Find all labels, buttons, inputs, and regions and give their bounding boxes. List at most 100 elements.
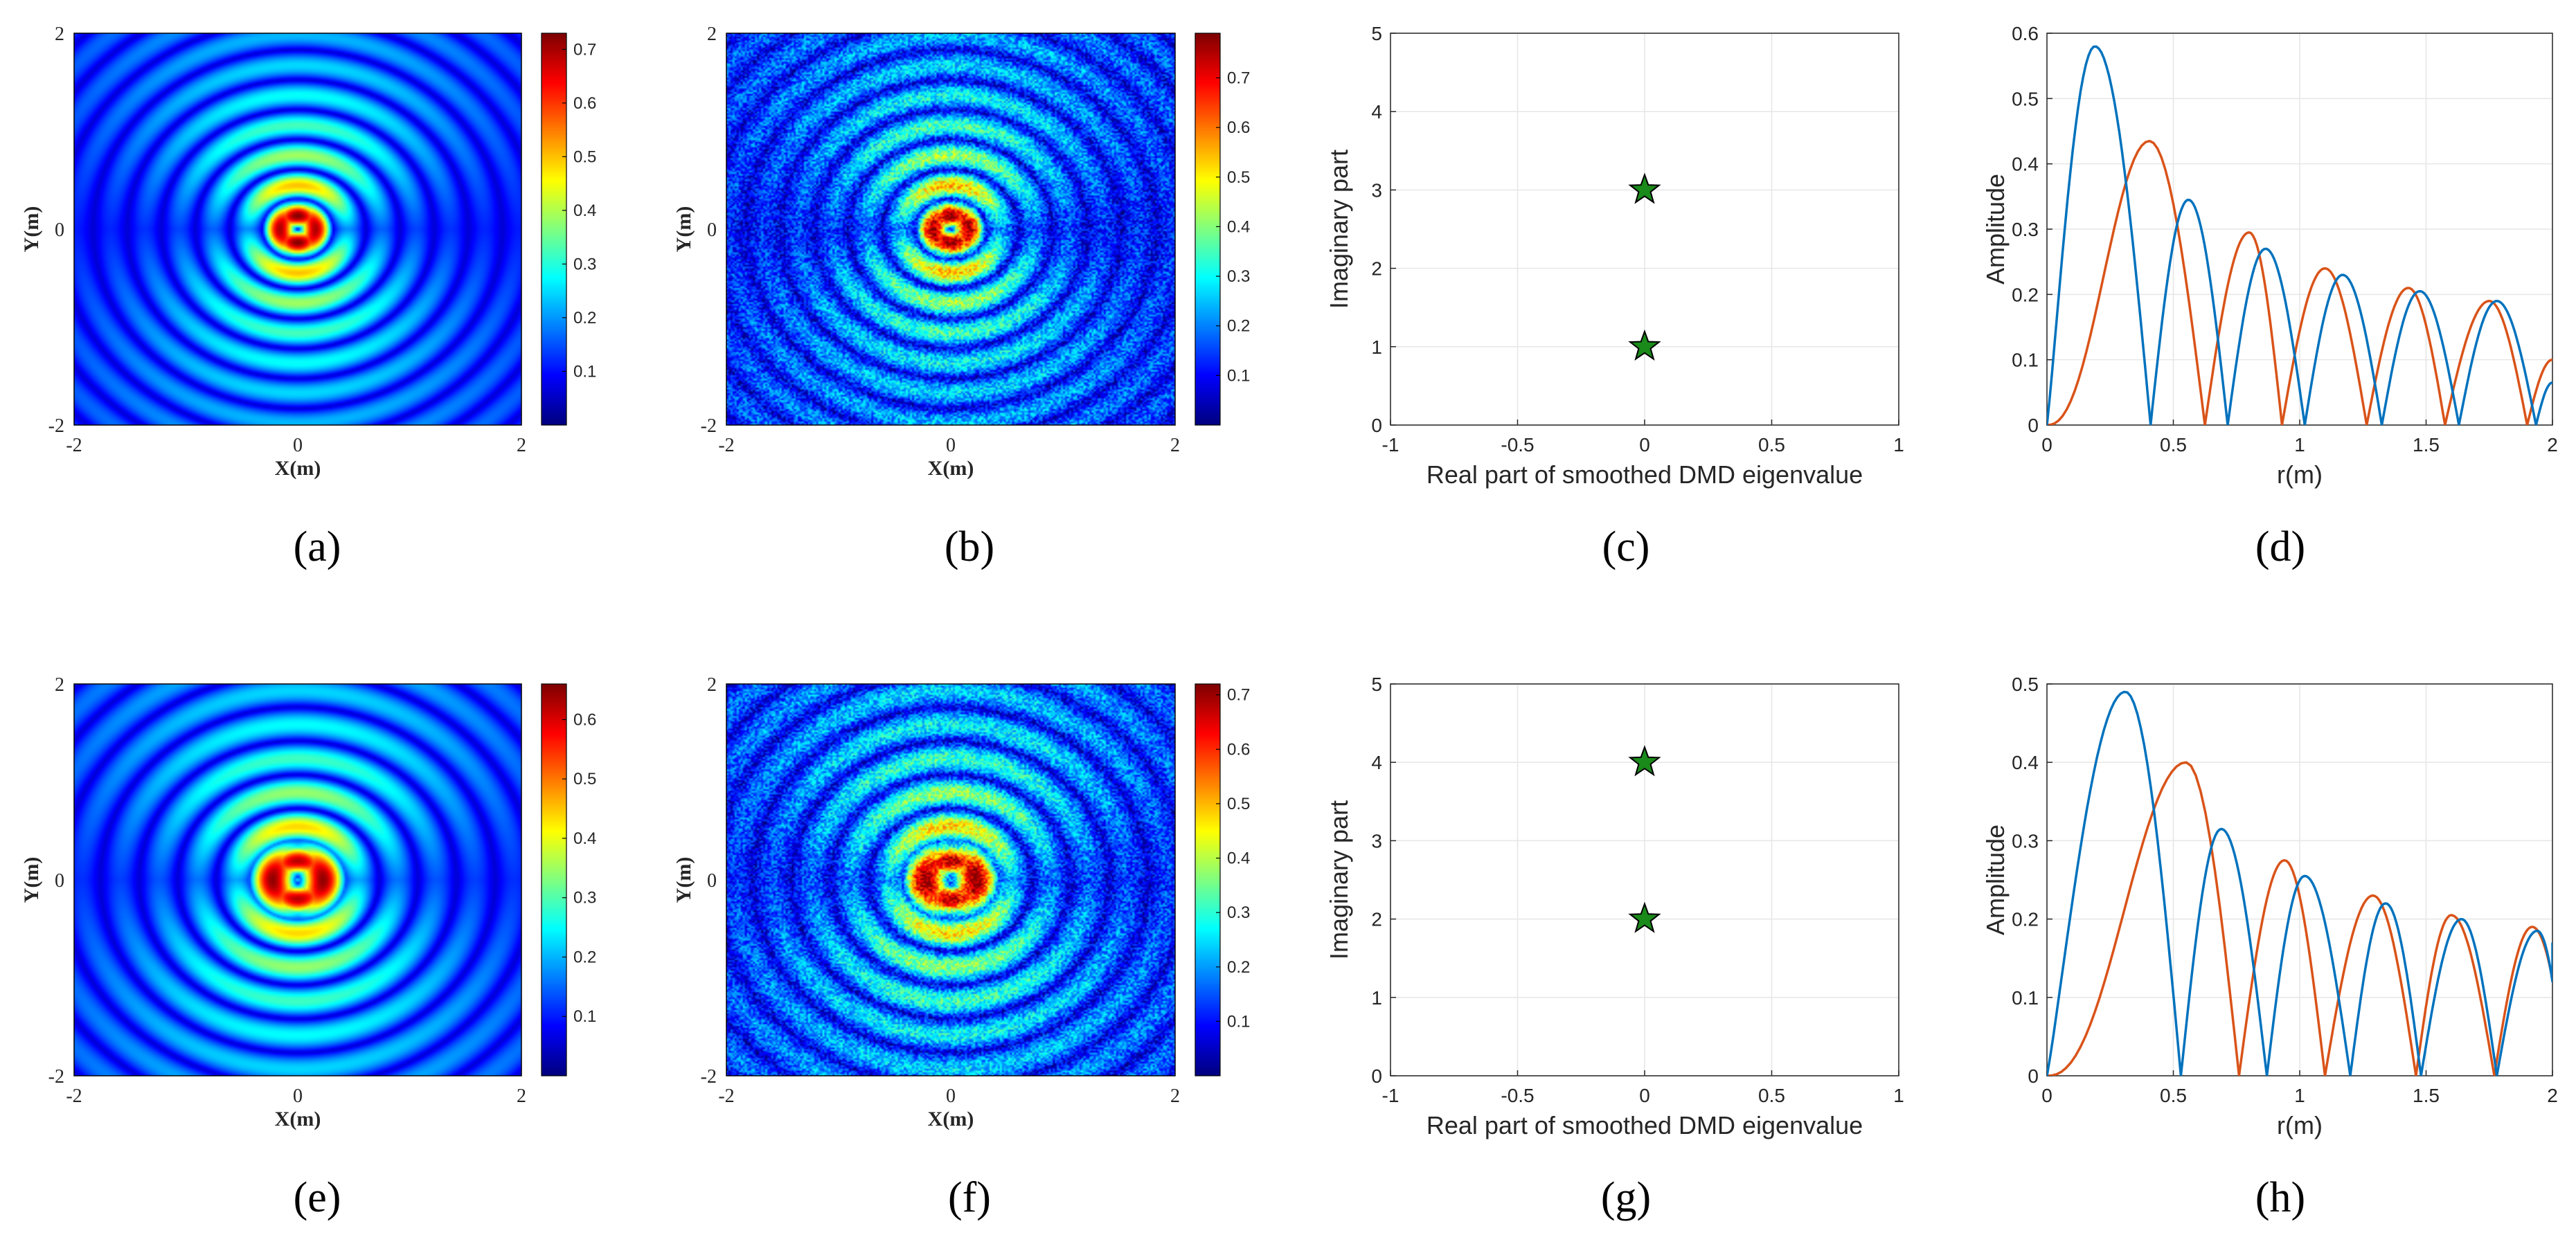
y-tick-label: 0.3 — [2012, 219, 2039, 240]
heatmap-frame — [73, 683, 522, 1076]
x-tick-label: 0.5 — [2160, 1085, 2187, 1106]
x-tick-label: 0 — [1639, 1085, 1650, 1106]
x-tick-label: 0 — [946, 435, 956, 456]
y-tick-label: 3 — [1371, 179, 1382, 201]
x-tick-label: 0.5 — [2160, 434, 2187, 456]
y-tick-label: 1 — [1371, 987, 1382, 1009]
colorbar-tick-label: 0.6 — [1227, 740, 1250, 759]
panel-caption: (g) — [1601, 1174, 1651, 1221]
y-tick-label: 0 — [55, 870, 64, 892]
y-tick-label: 0.5 — [2012, 674, 2039, 695]
y-tick-label: 2 — [55, 24, 64, 45]
y-tick-label: 0.1 — [2012, 987, 2039, 1009]
x-tick-label: 0 — [946, 1085, 956, 1107]
y-tick-label: 0.4 — [2012, 752, 2039, 773]
heatmap-image — [726, 33, 1175, 425]
colorbar-tick-label: 0.4 — [573, 201, 596, 220]
x-tick-label: 1 — [2294, 1085, 2305, 1106]
y-tick-label: 0.5 — [2012, 88, 2039, 109]
eigenvalue-star-marker — [1628, 745, 1661, 777]
y-tick-label: 2 — [55, 674, 64, 696]
eigenvalue-star-marker — [1628, 172, 1661, 204]
y-tick-label: 3 — [1371, 830, 1382, 851]
colorbar-tick-label: 0.3 — [573, 889, 596, 908]
eigenvalue-star-marker — [1628, 329, 1661, 361]
x-tick-label: -2 — [66, 435, 82, 456]
x-axis-label: r(m) — [2277, 460, 2323, 489]
heatmap-frame — [726, 683, 1176, 1076]
y-tick-label: 0 — [2028, 415, 2039, 436]
y-tick-label: 0.2 — [2012, 284, 2039, 305]
heatmap-frame — [726, 33, 1176, 426]
x-tick-label: -2 — [718, 435, 734, 456]
panel-caption: (c) — [1602, 523, 1650, 570]
y-tick-label: 0 — [2028, 1065, 2039, 1087]
x-tick-label: 0.5 — [1758, 1085, 1785, 1106]
x-tick-label: 2 — [1170, 435, 1180, 456]
colorbar-tick-label: 0.5 — [573, 147, 596, 166]
colorbar-tick-label: 0.6 — [573, 710, 596, 729]
x-axis-label: r(m) — [2277, 1111, 2323, 1139]
y-axis-label: Y(m) — [672, 206, 695, 253]
x-tick-label: 1.5 — [2413, 1085, 2440, 1106]
line-panel-d: 0 0.5 1 1.5 2 0 0.1 0.2 0.3 0.4 0.5 0.6 r(m) Amplitud… — [1981, 23, 2558, 489]
x-tick-label: -1 — [1382, 434, 1399, 456]
y-tick-label: 0.6 — [2012, 23, 2039, 44]
panel-caption: (h) — [2255, 1174, 2305, 1221]
x-tick-label: 1 — [2294, 434, 2305, 456]
y-tick-label: 0.2 — [2012, 909, 2039, 930]
scatter-panel-g: -1 -0.5 0 0.5 1 0 1 2 3 4 5 Real part of smoothed D… — [1325, 674, 1904, 1139]
colorbar-tick-label: 0.1 — [573, 362, 596, 381]
heatmap-panel-b: -2 0 2 -2 0 2 X(m) Y(m) 0.1 0.2 0.3 0.4 0.5 0.6 0.7 — [672, 24, 1250, 480]
colorbar-frame — [1195, 33, 1221, 426]
y-axis-label: Y(m) — [20, 206, 43, 253]
colorbar-tick-label: 0.7 — [573, 40, 596, 59]
panel-caption: (a) — [294, 523, 341, 570]
colorbar-tick-label: 0.5 — [1227, 168, 1250, 187]
y-tick-label: -2 — [48, 415, 64, 437]
series-line-orange — [2047, 761, 2552, 1076]
x-tick-label: -0.5 — [1501, 1085, 1534, 1106]
y-axis-label: Imaginary part — [1325, 800, 1353, 959]
colorbar-tick-label: 0.4 — [1227, 849, 1250, 868]
series-line-blue — [2047, 690, 2552, 1076]
colorbar-tick-label: 0.6 — [573, 94, 596, 113]
heatmap-panel-f: -2 0 2 -2 0 2 X(m) Y(m) 0.1 0.2 0.3 0.4 0.5 0.6 0.7 — [672, 674, 1250, 1130]
series-line-blue — [2047, 45, 2552, 425]
x-tick-label: 1 — [1893, 1085, 1904, 1106]
heatmap-image — [74, 684, 521, 1076]
y-tick-label: 0 — [707, 870, 717, 892]
x-tick-label: 2 — [2547, 1085, 2558, 1106]
panel-caption: (e) — [294, 1174, 341, 1221]
colorbar-tick-label: 0.3 — [1227, 267, 1250, 286]
y-axis-label: Amplitude — [1981, 824, 2010, 935]
colorbar-tick-label: 0.3 — [1227, 903, 1250, 922]
panel-caption: (d) — [2255, 523, 2305, 570]
y-tick-label: 0 — [1371, 1065, 1382, 1087]
y-tick-label: -2 — [701, 1066, 717, 1088]
x-tick-label: 0 — [2041, 434, 2052, 456]
y-tick-label: 0 — [1371, 415, 1382, 436]
colorbar-frame — [1195, 683, 1221, 1076]
x-tick-label: 2 — [517, 1085, 526, 1107]
colorbar-frame — [541, 33, 567, 426]
line-panel-h: 0 0.5 1 1.5 2 0 0.1 0.2 0.3 0.4 0.5 r(m) Amplitude — [1981, 674, 2558, 1139]
panel-caption: (f) — [948, 1174, 991, 1221]
colorbar-tick-label: 0.2 — [573, 948, 596, 966]
x-axis-label: Real part of smoothed DMD eigenvalue — [1426, 1111, 1863, 1139]
colorbar-tick-label: 0.4 — [573, 829, 596, 848]
y-tick-label: 0.3 — [2012, 830, 2039, 851]
colorbar — [1195, 684, 1220, 1076]
y-tick-label: 4 — [1371, 752, 1382, 773]
y-tick-label: 2 — [707, 674, 717, 696]
x-axis-label: X(m) — [928, 457, 974, 480]
x-tick-label: 1.5 — [2413, 434, 2440, 456]
axes-frame — [2046, 683, 2553, 1076]
y-tick-label: 2 — [1371, 258, 1382, 280]
heatmap-frame — [73, 33, 522, 426]
y-tick-label: 2 — [707, 24, 717, 45]
axes-frame — [1390, 683, 1899, 1076]
y-tick-label: -2 — [701, 415, 717, 437]
y-tick-label: 2 — [1371, 909, 1382, 930]
